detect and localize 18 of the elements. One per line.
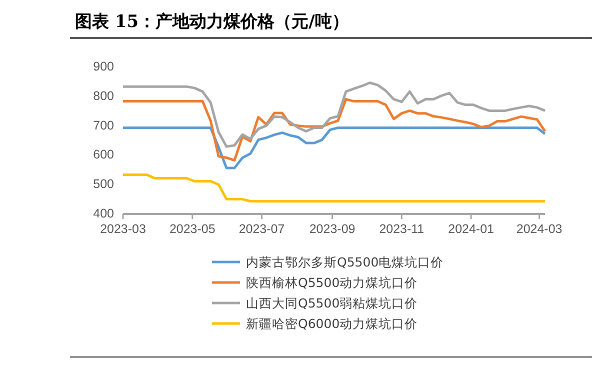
x-tick-label: 2023-07 <box>238 222 285 236</box>
x-tick-label: 2023-05 <box>169 222 216 236</box>
y-tick-label: 400 <box>93 206 114 220</box>
x-tick-label: 2023-09 <box>309 222 356 236</box>
y-tick-label: 600 <box>93 148 114 162</box>
x-tick-label: 2024-03 <box>516 222 562 236</box>
x-tick-label: 2023-03 <box>100 222 146 236</box>
y-tick-label: 900 <box>93 60 114 74</box>
chart-title: 图表 15：产地动力煤价格（元/吨） <box>75 12 349 32</box>
y-tick-label: 500 <box>93 177 114 192</box>
legend-label: 山西大同Q5500弱粘煤坑口价 <box>246 296 418 310</box>
x-tick-label: 2024-01 <box>448 222 494 236</box>
legend-label: 陕西榆林Q5500动力煤坑口价 <box>246 275 418 290</box>
y-tick-label: 700 <box>93 118 114 132</box>
legend-label: 内蒙古鄂尔多斯Q5500电煤坑口价 <box>246 254 444 270</box>
legend-label: 新疆哈密Q6000动力煤坑口价 <box>246 316 418 331</box>
x-tick-label: 2023-11 <box>379 222 424 236</box>
y-tick-label: 800 <box>93 88 114 103</box>
